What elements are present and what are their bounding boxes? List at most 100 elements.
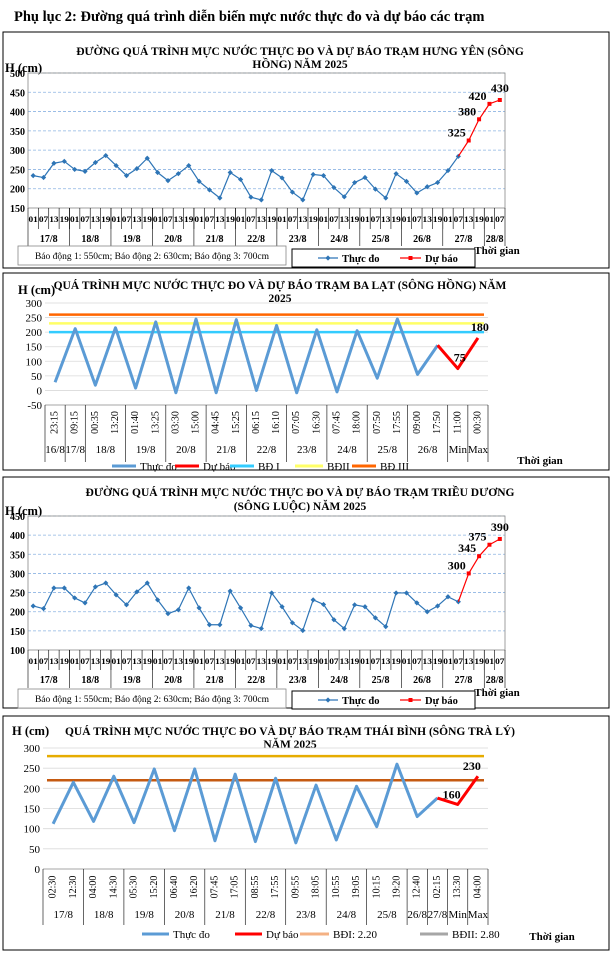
- x-tick-label: 19: [60, 214, 70, 224]
- chart-4: QUÁ TRÌNH MỰC NƯỚC THỰC ĐO VÀ DỰ BÁO TRẠ…: [2, 715, 610, 951]
- x-tick-label: 07: [329, 656, 339, 666]
- data-point: [497, 98, 502, 102]
- data-point: [51, 585, 57, 591]
- y-tick-label: 350: [10, 550, 25, 561]
- data-label: 380: [458, 104, 476, 118]
- data-point: [372, 615, 378, 621]
- x-tick-label: 19: [267, 214, 277, 224]
- x-tick-label: 07: [329, 214, 339, 224]
- y-tick-label: 500: [10, 69, 25, 80]
- x-axis-label: Thời gian: [474, 687, 520, 699]
- data-point: [352, 602, 358, 608]
- x-tick-label: 07: [371, 214, 381, 224]
- x-tick-label: 07: [412, 656, 422, 666]
- y-tick-label: 250: [10, 589, 25, 600]
- x-tick-label: 07: [454, 214, 464, 224]
- legend-marker: [325, 255, 331, 261]
- x-tick-label: 13: [423, 656, 433, 666]
- data-point: [424, 184, 430, 190]
- data-point: [61, 585, 67, 591]
- chart-frame: [2, 272, 610, 471]
- y-tick-label: 100: [10, 646, 25, 657]
- data-point: [341, 194, 347, 200]
- y-tick-label: 0: [35, 864, 41, 876]
- x-tick-label: 01: [29, 656, 38, 666]
- x-tick-label: 07: [371, 656, 381, 666]
- data-point: [51, 160, 57, 166]
- legend-box: [291, 690, 476, 710]
- x-tick-label: 07: [246, 656, 256, 666]
- chart-title: QUÁ TRÌNH MỰC NƯỚC THỰC ĐO VÀ DỰ BÁO TRẠ…: [54, 277, 507, 292]
- date-label: 17/8: [53, 909, 73, 921]
- data-point: [414, 190, 420, 196]
- date-label: 26/8: [413, 234, 431, 245]
- y-tick-label: 150: [26, 342, 43, 354]
- series-line-1: [51, 762, 439, 845]
- data-point: [134, 166, 140, 172]
- date-label: 23/8: [289, 675, 307, 686]
- x-tick-label: 07:50: [372, 411, 383, 434]
- y-tick-label: 300: [24, 743, 41, 755]
- x-tick-label: 19: [433, 214, 443, 224]
- x-tick-label: 07: [122, 656, 132, 666]
- chart-title: ĐƯỜNG QUÁ TRÌNH MỰC NƯỚC THỰC ĐO VÀ DỰ B…: [76, 44, 524, 58]
- data-point: [227, 169, 233, 176]
- x-axis-label: Thời gian: [517, 455, 563, 467]
- x-tick-label: 13: [340, 656, 350, 666]
- data-point: [320, 601, 327, 608]
- y-tick-label: 450: [10, 88, 25, 99]
- legend-label: Dự báo: [203, 461, 236, 473]
- x-tick-label: 19: [226, 656, 236, 666]
- date-label: 25/8: [378, 444, 398, 456]
- data-point: [289, 189, 296, 195]
- x-tick-label: 04:45: [211, 411, 222, 434]
- data-label: 180: [471, 320, 489, 334]
- x-tick-label: 19: [433, 656, 443, 666]
- data-point: [362, 174, 368, 181]
- data-point: [466, 138, 471, 143]
- x-tick-label: 16:10: [271, 411, 282, 434]
- date-label: 21/8: [206, 234, 224, 245]
- y-tick-label: 50: [29, 844, 41, 856]
- data-point: [237, 605, 244, 611]
- data-point: [434, 179, 441, 186]
- data-point: [300, 627, 306, 634]
- y-tick-label: 450: [10, 512, 25, 523]
- data-point: [434, 603, 441, 609]
- data-point: [144, 155, 150, 161]
- x-tick-label: 09:00: [412, 411, 423, 434]
- legend-marker: [325, 697, 331, 703]
- x-tick-label: 01: [236, 214, 245, 224]
- legend-label: BĐI: 2.20: [333, 929, 378, 941]
- chart-title: ĐƯỜNG QUÁ TRÌNH MỰC NƯỚC THỰC ĐO VÀ DỰ B…: [86, 484, 515, 499]
- x-tick-label: 10:55: [331, 876, 342, 899]
- data-point: [155, 169, 161, 176]
- x-tick-label: 01: [443, 656, 452, 666]
- data-point: [196, 605, 202, 611]
- date-label: 22/8: [257, 444, 277, 456]
- y-tick-label: 100: [26, 356, 43, 368]
- x-tick-label: 07: [80, 214, 90, 224]
- data-point: [196, 178, 202, 184]
- date-label: 23/8: [296, 909, 316, 921]
- x-tick-label: 02:15: [432, 876, 443, 899]
- x-tick-label: 11:00: [452, 411, 463, 433]
- legend-marker: [408, 698, 413, 702]
- data-label: 230: [463, 759, 481, 773]
- x-tick-label: 01: [485, 656, 494, 666]
- y-tick-label: 300: [10, 146, 25, 157]
- x-tick-label: 01: [153, 656, 162, 666]
- x-tick-label: 19: [184, 214, 194, 224]
- x-tick-label: 19: [101, 656, 111, 666]
- y-tick-label: 200: [26, 327, 43, 339]
- x-tick-label: 01: [402, 214, 411, 224]
- data-point: [445, 167, 451, 174]
- data-point: [144, 580, 150, 586]
- date-label: Min: [448, 909, 467, 921]
- x-tick-label: 13: [215, 656, 225, 666]
- x-tick-label: 01: [111, 656, 120, 666]
- x-tick-label: 01: [194, 214, 203, 224]
- x-tick-label: 01: [319, 214, 328, 224]
- legend-box: [291, 248, 476, 268]
- legend-label: Dự báo: [425, 696, 458, 707]
